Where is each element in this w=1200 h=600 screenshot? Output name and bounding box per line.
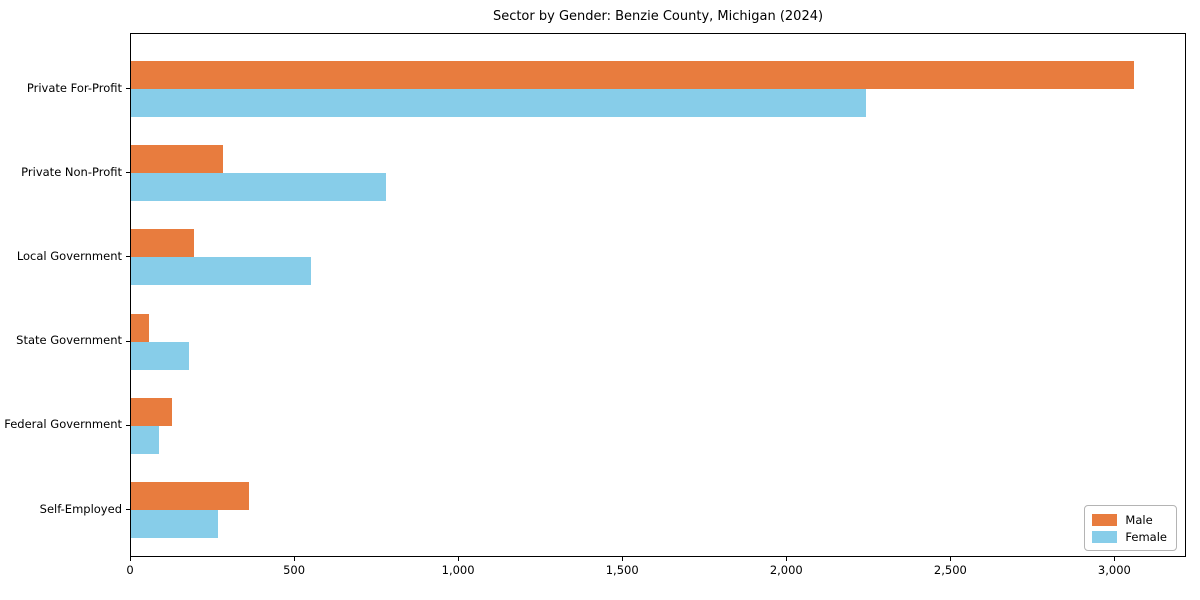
x-tick-label-1-500: 1,500 <box>605 563 639 577</box>
y-tick-mark <box>126 88 130 89</box>
bar-male-self-employed <box>131 482 249 510</box>
legend-label-female: Female <box>1125 529 1167 544</box>
x-tick-label-3-000: 3,000 <box>1097 563 1131 577</box>
x-tick-mark <box>786 557 788 561</box>
plot-area: Male Female <box>130 33 1186 557</box>
legend-entry-male: Male <box>1092 511 1167 528</box>
y-tick-label-local-government: Local Government <box>16 248 122 263</box>
bar-female-state-government <box>131 341 189 370</box>
bar-female-local-government <box>131 257 311 286</box>
y-tick-label-state-government: State Government <box>16 333 122 348</box>
bar-male-private-for-profit <box>131 61 1135 89</box>
legend-label-male: Male <box>1125 512 1153 527</box>
legend-swatch-male <box>1092 513 1118 526</box>
bar-female-private-non-profit <box>131 173 386 202</box>
y-tick-mark <box>126 172 130 174</box>
y-tick-mark <box>126 340 130 342</box>
y-tick-label-private-non-profit: Private Non-Profit <box>21 164 122 179</box>
bar-male-local-government <box>131 229 194 258</box>
x-tick-label-500: 500 <box>283 563 306 577</box>
x-tick-mark <box>294 557 296 561</box>
y-tick-mark <box>126 424 130 426</box>
x-tick-label-2-000: 2,000 <box>769 563 803 577</box>
legend-swatch-female <box>1092 530 1118 543</box>
bar-female-private-for-profit <box>131 89 866 117</box>
x-tick-label-1-000: 1,000 <box>441 563 475 577</box>
x-tick-mark <box>130 557 131 561</box>
x-tick-mark <box>458 557 460 561</box>
x-tick-mark <box>950 557 952 561</box>
x-tick-label-0: 0 <box>126 563 134 577</box>
x-tick-mark <box>1114 557 1116 561</box>
legend-entry-female: Female <box>1092 528 1167 545</box>
y-tick-mark <box>126 509 130 510</box>
y-tick-label-federal-government: Federal Government <box>4 417 122 432</box>
chart-title: Sector by Gender: Benzie County, Michiga… <box>492 9 824 24</box>
bar-male-federal-government <box>131 397 172 426</box>
y-tick-label-self-employed: Self-Employed <box>39 501 122 516</box>
bar-female-federal-government <box>131 425 159 454</box>
bar-female-self-employed <box>131 510 218 538</box>
y-tick-mark <box>126 256 130 258</box>
bar-male-state-government <box>131 313 149 342</box>
y-tick-label-private-for-profit: Private For-Profit <box>26 80 122 95</box>
x-tick-mark <box>622 557 624 561</box>
bar-male-private-non-profit <box>131 145 224 174</box>
legend: Male Female <box>1084 505 1177 551</box>
x-tick-label-2-500: 2,500 <box>933 563 967 577</box>
